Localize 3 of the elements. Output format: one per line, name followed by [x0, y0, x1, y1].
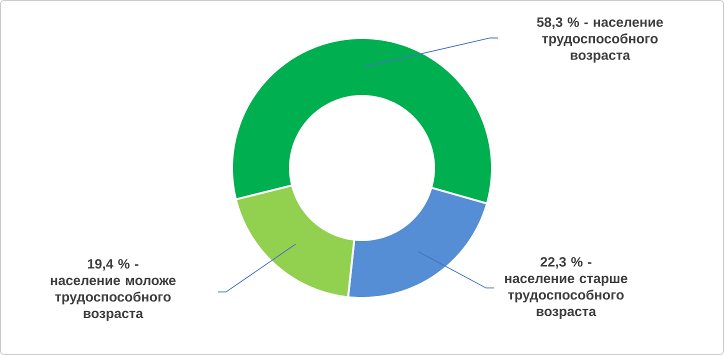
slice-label: 58,3 % - население трудоспособного возраста	[536, 17, 663, 63]
slice-label: 22,3 % - население старше трудоспособного возраста	[505, 257, 628, 319]
slice-label: 19,4 % - население моложе трудоспособного возраста	[50, 259, 176, 321]
